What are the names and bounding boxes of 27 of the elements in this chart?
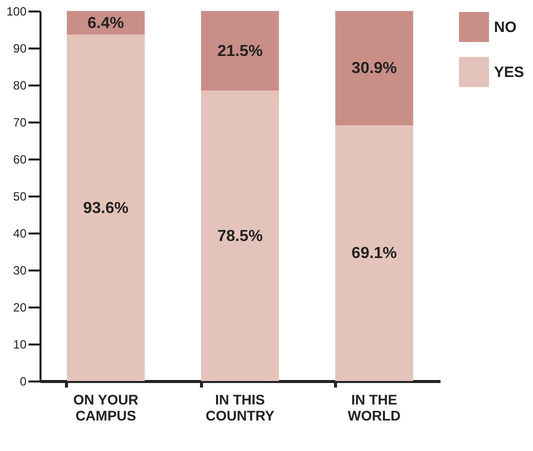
y-tick-label: 60 xyxy=(13,152,27,166)
x-tick-label: ON YOUR CAMPUS xyxy=(73,392,138,424)
bar xyxy=(66,34,145,381)
y-tick-label: 40 xyxy=(13,226,27,240)
y-tick-label: 70 xyxy=(13,116,27,130)
y-tick-label: 20 xyxy=(13,300,27,314)
y-tick-label: 30 xyxy=(13,264,27,278)
data-label: 78.5% xyxy=(217,228,263,245)
legend-label: NO xyxy=(494,19,517,36)
y-tick-label: 100 xyxy=(6,4,27,18)
bar xyxy=(335,11,414,126)
data-label: 30.9% xyxy=(352,60,397,78)
y-tick-label: 10 xyxy=(13,338,27,352)
data-label: 69.1% xyxy=(352,245,397,262)
y-tick-label: 80 xyxy=(13,78,27,92)
x-tick-label: IN THE WORLD xyxy=(348,392,401,424)
y-tick-label: 0 xyxy=(20,374,27,388)
bar xyxy=(201,11,279,91)
bar xyxy=(201,90,279,381)
legend-label: YES xyxy=(494,64,524,81)
x-tick-label: IN THIS COUNTRY xyxy=(206,392,276,424)
bar xyxy=(335,125,414,381)
y-tick-label: 50 xyxy=(13,190,27,204)
y-tick-label: 90 xyxy=(13,42,27,56)
data-label: 93.6% xyxy=(83,200,128,217)
data-label: 21.5% xyxy=(217,42,263,60)
data-label: 6.4% xyxy=(88,14,124,32)
